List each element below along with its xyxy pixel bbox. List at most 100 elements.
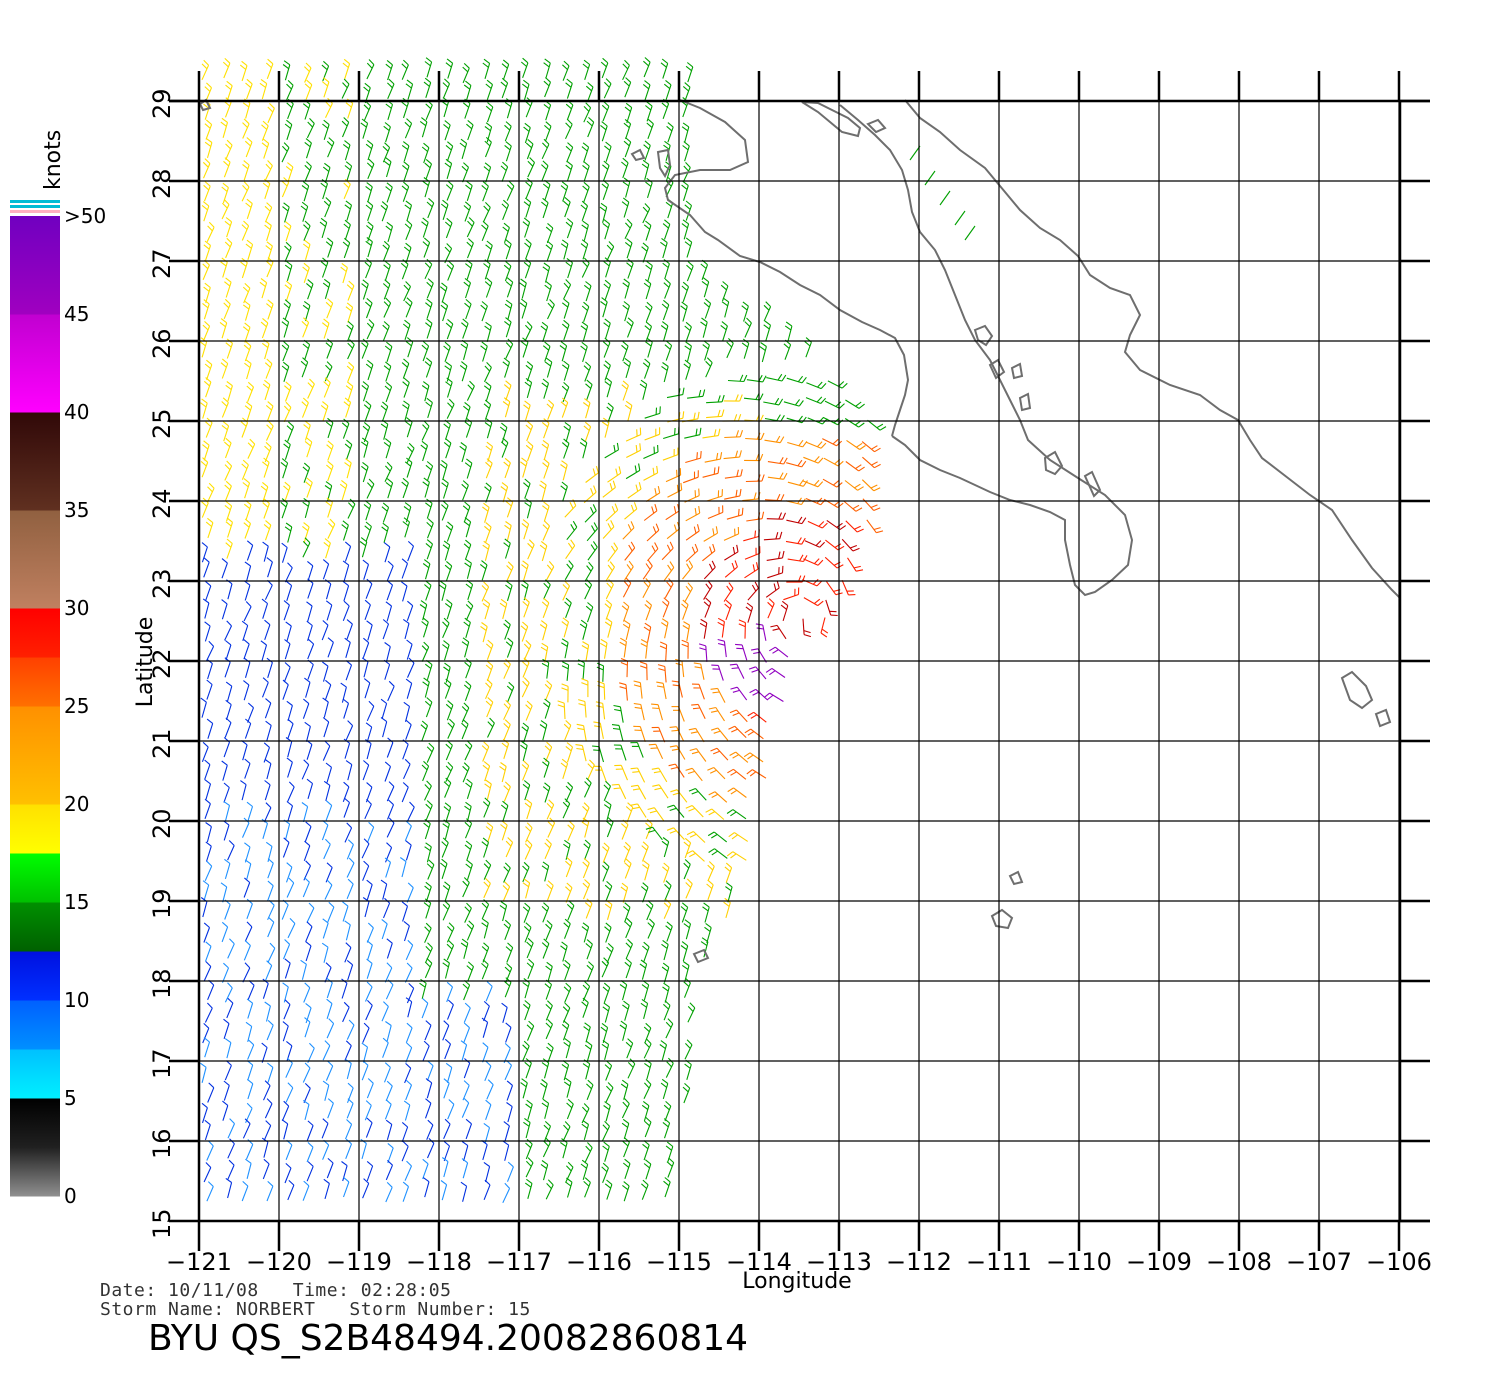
wind-barb-feather <box>816 580 823 587</box>
wind-barb <box>385 126 391 143</box>
wind-barb-feather <box>485 700 492 707</box>
wind-barb-feather <box>622 304 629 311</box>
wind-barb-feather <box>443 640 450 646</box>
wind-barb <box>442 622 450 639</box>
wind-barb-feather <box>401 101 408 107</box>
wind-barb-feather <box>419 120 427 127</box>
wind-barb-feather <box>542 197 549 204</box>
wind-barb <box>602 1027 609 1044</box>
wind-barb <box>606 1184 613 1200</box>
wind-barb-feather <box>621 344 628 351</box>
wind-barb-feather <box>586 964 593 971</box>
wind-barb-feather <box>525 364 532 371</box>
wind-barb-feather <box>542 505 549 511</box>
wind-barb-feather <box>654 542 659 549</box>
wind-barb-feather <box>581 1123 588 1129</box>
wind-barb <box>544 266 551 283</box>
wind-barb-feather <box>503 866 509 872</box>
wind-barb <box>265 165 273 181</box>
wind-barb <box>386 187 393 203</box>
wind-barb-feather <box>365 722 373 728</box>
wind-barb-feather <box>547 1000 553 1006</box>
wind-barb-feather <box>621 1122 629 1128</box>
wind-barb-feather <box>386 461 393 468</box>
wind-barb <box>663 967 670 983</box>
wind-barb <box>684 842 692 859</box>
wind-barb <box>263 1125 272 1141</box>
wind-barb-feather <box>422 1177 430 1183</box>
wind-barb <box>201 546 208 563</box>
wind-barb-feather <box>666 125 673 132</box>
wind-barb-feather <box>420 444 427 450</box>
wind-barb-feather <box>340 682 347 688</box>
wind-barb-feather <box>403 400 410 406</box>
wind-barb <box>783 593 799 601</box>
wind-barb-feather <box>322 918 329 924</box>
wind-barb-feather <box>645 1116 652 1123</box>
wind-barb <box>444 886 451 902</box>
wind-barb-feather <box>266 1098 273 1104</box>
wind-barb <box>664 283 671 299</box>
wind-barb-feather <box>643 626 651 632</box>
wind-barb-feather <box>501 203 508 210</box>
wind-barb-feather <box>504 781 511 788</box>
wind-barb-feather <box>446 377 453 383</box>
wind-barb-feather <box>666 1161 673 1167</box>
wind-barb-feather <box>622 157 629 164</box>
wind-barb-feather <box>695 428 698 436</box>
wind-barb-feather <box>447 926 453 932</box>
wind-barb-feather <box>283 443 290 449</box>
wind-barb <box>545 685 553 701</box>
wind-barb-feather <box>305 437 313 443</box>
wind-barb <box>423 147 430 164</box>
wind-barb-feather <box>661 303 668 310</box>
wind-barb-feather <box>482 1042 489 1048</box>
wind-barb-feather <box>366 139 374 146</box>
island-gulf-2 <box>988 358 1006 380</box>
wind-barb-feather <box>737 508 740 516</box>
wind-barb-feather <box>420 724 427 730</box>
wind-barb <box>763 538 780 541</box>
wind-barb-feather <box>463 1097 470 1104</box>
wind-barb-feather <box>484 525 491 532</box>
wind-barb-feather <box>564 918 571 925</box>
wind-barb-feather <box>622 1162 630 1168</box>
wind-barb-feather <box>380 698 387 704</box>
wind-barb <box>753 711 767 723</box>
wind-barb <box>487 446 494 462</box>
wind-barb-feather <box>266 241 273 247</box>
wind-barb-feather <box>546 564 553 571</box>
wind-barb-feather <box>347 381 354 387</box>
wind-barb-feather <box>363 860 370 867</box>
wind-barb-feather <box>642 242 649 248</box>
wind-barb-feather <box>383 240 390 247</box>
wind-barb-feather <box>382 283 389 289</box>
wind-barb <box>262 486 269 503</box>
wind-barb-feather <box>264 759 272 765</box>
wind-barb <box>724 436 741 439</box>
wind-barb-feather <box>501 482 508 488</box>
wind-barb-feather <box>207 486 213 493</box>
wind-barb-feather <box>580 204 587 210</box>
wind-barb <box>643 946 650 963</box>
wind-barb-feather <box>526 700 533 707</box>
wind-barb-feather <box>204 621 211 627</box>
wind-barb <box>306 123 315 139</box>
wind-barb <box>304 67 312 83</box>
wind-barb-feather <box>527 1157 534 1164</box>
wind-barb-feather <box>662 837 670 843</box>
wind-barb-feather <box>487 660 494 667</box>
wind-barb-feather <box>822 522 828 529</box>
wind-barb <box>607 622 613 638</box>
wind-barb-feather <box>245 340 252 347</box>
wind-barb-feather <box>368 700 375 707</box>
wind-barb-feather <box>463 162 469 168</box>
wind-barb-feather <box>644 622 651 628</box>
wind-barb <box>543 423 550 439</box>
wind-barb-feather <box>365 301 372 308</box>
wind-barb-feather <box>484 140 491 147</box>
wind-barb-feather <box>666 1141 674 1147</box>
wind-barb-feather <box>540 325 547 331</box>
wind-barb-feather <box>645 822 652 829</box>
